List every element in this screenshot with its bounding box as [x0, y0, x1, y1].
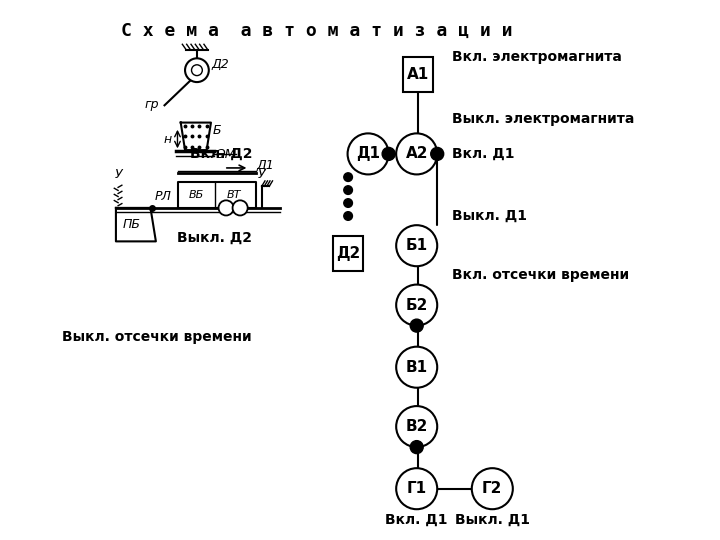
Text: В2: В2 [405, 419, 428, 434]
Bar [333, 237, 363, 271]
Text: ЭМ: ЭМ [217, 148, 236, 161]
Circle shape [431, 147, 444, 160]
Text: ВБ: ВБ [188, 190, 204, 200]
Circle shape [410, 441, 423, 454]
Circle shape [233, 200, 248, 215]
Text: гр: гр [145, 98, 159, 111]
Circle shape [396, 347, 437, 388]
Text: Вкл. Д2: Вкл. Д2 [189, 147, 252, 161]
Text: Вкл. электромагнита: Вкл. электромагнита [452, 50, 621, 64]
Text: А1: А1 [407, 67, 429, 82]
Text: Б: Б [213, 124, 222, 137]
Text: С х е м а  а в т о м а т и з а ц и и: С х е м а а в т о м а т и з а ц и и [121, 22, 513, 39]
Circle shape [344, 199, 353, 207]
Circle shape [382, 147, 395, 160]
Circle shape [410, 319, 423, 332]
Circle shape [344, 212, 353, 220]
Text: Вкл. отсечки времени: Вкл. отсечки времени [452, 268, 629, 282]
Circle shape [396, 468, 437, 509]
Text: Д2: Д2 [211, 58, 229, 71]
Text: Б1: Б1 [405, 238, 428, 253]
Text: Вкл. Д1: Вкл. Д1 [385, 512, 448, 526]
Text: Вкл. Д1: Вкл. Д1 [452, 147, 514, 161]
Text: РЛ: РЛ [155, 190, 171, 202]
Circle shape [348, 133, 389, 174]
Text: Выкл. Д1: Выкл. Д1 [452, 209, 527, 223]
Circle shape [472, 468, 513, 509]
Text: Выкл. отсечки времени: Выкл. отсечки времени [63, 330, 252, 345]
Text: Г1: Г1 [407, 481, 427, 496]
Circle shape [219, 200, 233, 215]
Circle shape [396, 285, 437, 326]
Text: Д2: Д2 [336, 246, 360, 261]
Circle shape [396, 406, 437, 447]
Text: Б2: Б2 [405, 298, 428, 313]
Text: н: н [164, 133, 172, 146]
Text: Выкл. электромагнита: Выкл. электромагнита [452, 112, 634, 126]
Circle shape [396, 225, 437, 266]
Circle shape [192, 65, 202, 76]
Circle shape [344, 173, 353, 181]
Bar [403, 57, 433, 92]
Text: Выкл. Д2: Выкл. Д2 [177, 231, 252, 245]
Text: У: У [258, 168, 266, 181]
Text: ПБ: ПБ [122, 218, 140, 231]
Text: Д1: Д1 [256, 159, 274, 172]
Text: Выкл. Д1: Выкл. Д1 [455, 512, 530, 526]
Circle shape [185, 58, 209, 82]
Text: ВТ: ВТ [227, 190, 240, 200]
Text: Д1: Д1 [356, 146, 380, 161]
Text: А2: А2 [405, 146, 428, 161]
Text: В1: В1 [405, 360, 428, 375]
Text: Г2: Г2 [482, 481, 503, 496]
Text: У: У [114, 168, 122, 181]
Circle shape [344, 186, 353, 194]
Circle shape [396, 133, 437, 174]
